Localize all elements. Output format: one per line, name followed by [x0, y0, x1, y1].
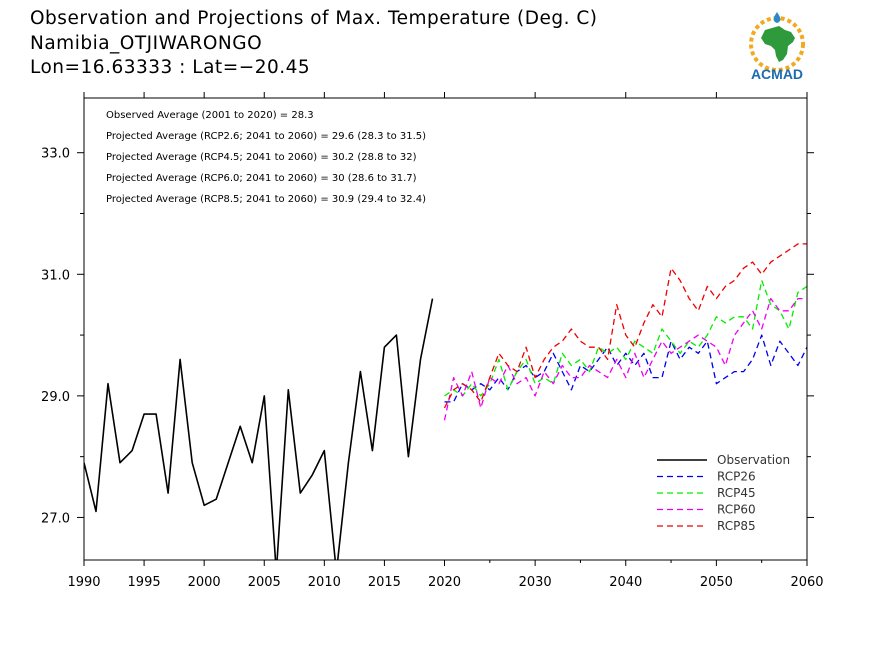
africa-map-icon — [761, 26, 795, 62]
x-tick-label: 2005 — [248, 575, 281, 590]
legend: Observation RCP26 RCP45 RCP60 RCP85 — [657, 453, 790, 533]
y-tick-label: 29.0 — [41, 390, 70, 405]
logo-text: ACMAD — [751, 66, 803, 82]
annotation-rcp60: Projected Average (RCP6.0; 2041 to 2060)… — [106, 173, 417, 184]
chart-title: Observation and Projections of Max. Temp… — [30, 8, 598, 29]
series-line-rcp85 — [443, 243, 807, 409]
y-tick-label: 27.0 — [41, 511, 70, 526]
legend-label-rcp45: RCP45 — [717, 486, 756, 500]
series-line-observation — [84, 298, 434, 560]
plot-content — [84, 243, 807, 560]
x-tick-label: 2030 — [519, 575, 552, 590]
legend-label-rcp85: RCP85 — [717, 519, 756, 533]
series-line-rcp45 — [444, 279, 807, 397]
series-line-rcp26 — [444, 334, 807, 403]
acmad-logo: ACMAD — [749, 12, 805, 82]
water-drop-icon — [773, 12, 781, 23]
series-line-rcp60 — [443, 297, 807, 421]
annotation-observed: Observed Average (2001 to 2020) = 28.3 — [106, 110, 314, 121]
x-tick-label: 2000 — [188, 575, 221, 590]
plot-frame — [83, 97, 808, 561]
x-tick-label: 2040 — [609, 575, 642, 590]
station-name: Namibia_OTJIWARONGO — [30, 33, 263, 54]
x-tick-label: 2010 — [308, 575, 341, 590]
legend-label-rcp26: RCP26 — [717, 470, 756, 484]
y-tick-label: 33.0 — [41, 147, 70, 162]
legend-label-rcp60: RCP60 — [717, 503, 756, 517]
annotations: Observed Average (2001 to 2020) = 28.3 P… — [106, 110, 426, 205]
x-tick-label: 2060 — [790, 575, 823, 590]
x-tick-label: 2020 — [428, 575, 461, 590]
annotation-rcp26: Projected Average (RCP2.6; 2041 to 2060)… — [106, 131, 426, 142]
axes: 1990 1995 2000 2005 2010 2015 2020 2030 2040 2050… — [41, 92, 824, 590]
legend-label-observation: Observation — [717, 453, 790, 467]
x-tick-label: 1995 — [128, 575, 161, 590]
x-tick-label: 2015 — [368, 575, 401, 590]
annotation-rcp85: Projected Average (RCP8.5; 2041 to 2060)… — [106, 194, 426, 205]
y-tick-label: 31.0 — [41, 268, 70, 283]
x-tick-label: 1990 — [67, 575, 100, 590]
annotation-rcp45: Projected Average (RCP4.5; 2041 to 2060)… — [106, 152, 417, 163]
x-tick-label: 2050 — [700, 575, 733, 590]
station-coordinates: Lon=16.63333 : Lat=−20.45 — [30, 57, 311, 78]
